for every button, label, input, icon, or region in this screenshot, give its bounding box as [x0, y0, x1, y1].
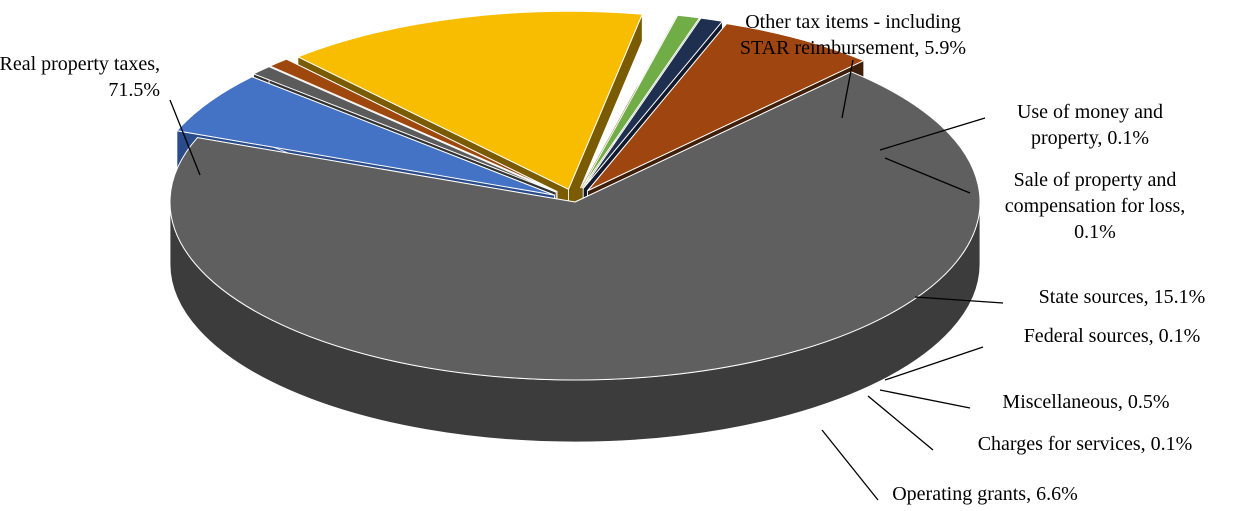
leader-money — [879, 117, 986, 151]
leader-federal — [884, 346, 984, 381]
label-real: Real property taxes, 71.5% — [0, 53, 160, 101]
leader-misc — [879, 389, 971, 409]
slice-charges — [582, 17, 724, 189]
slice-labels: Real property taxes, 71.5% Other tax items… — [0, 11, 1205, 505]
label-leader-lines — [169, 59, 1004, 501]
slice-saleprop — [268, 58, 558, 193]
label-federal: Federal sources, 0.1% — [1024, 325, 1201, 347]
slice-real — [169, 71, 981, 381]
leader-state — [914, 296, 1004, 304]
label-misc: Miscellaneous, 0.5% — [1002, 391, 1169, 413]
label-saleprop: Sale of property and compensation for los… — [1005, 169, 1186, 243]
slice-money — [252, 66, 557, 193]
leader-optax — [841, 59, 854, 119]
leader-saleprop — [884, 157, 971, 194]
leader-real — [169, 99, 201, 176]
slice-misc — [581, 14, 701, 189]
label-state: State sources, 15.1% — [1039, 286, 1206, 308]
label-money: Use of money and property, 0.1% — [1017, 101, 1163, 149]
slice-grants — [587, 23, 866, 192]
slice-federal — [579, 12, 678, 189]
slice-state — [296, 10, 643, 190]
slice-optax — [175, 76, 555, 196]
label-optax: Other tax items - including STAR reimburs… — [740, 11, 966, 59]
label-grants: Operating grants, 6.6% — [892, 483, 1078, 505]
label-charges: Charges for services, 0.1% — [978, 433, 1193, 455]
leader-grants — [821, 429, 879, 501]
pie-top-faces — [169, 10, 981, 381]
leader-charges — [867, 395, 934, 451]
